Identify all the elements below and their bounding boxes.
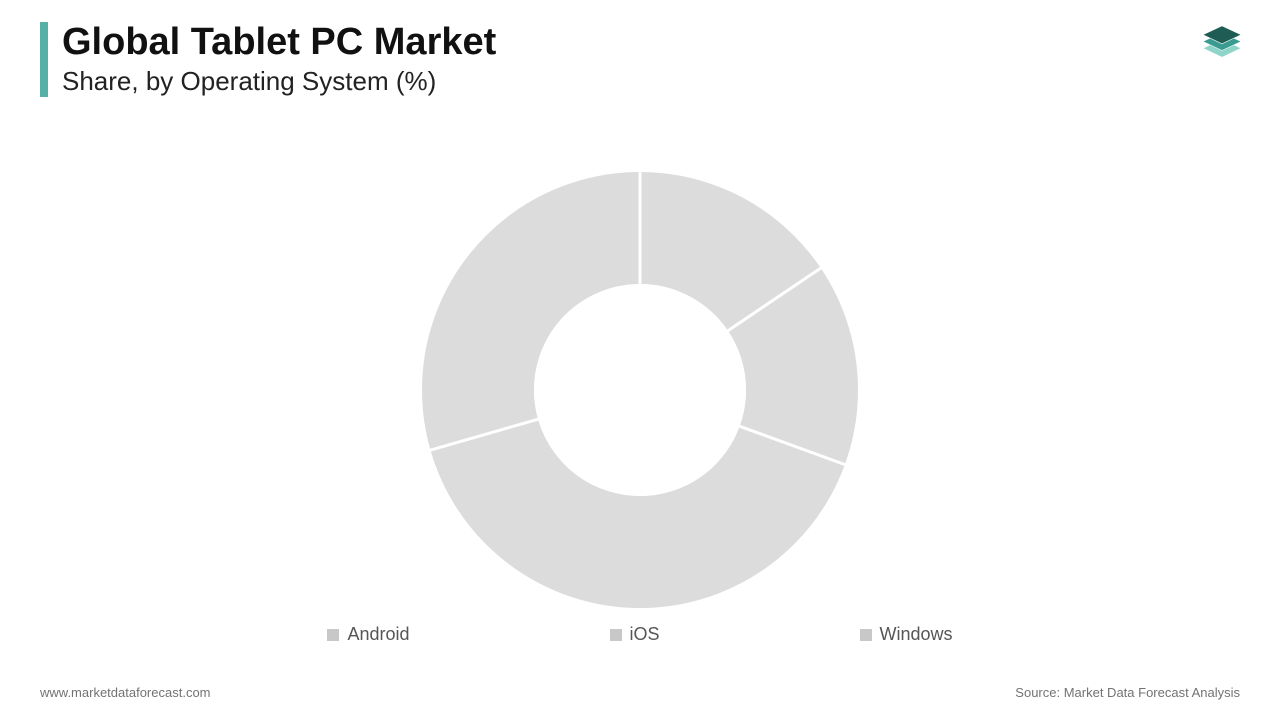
footer-url: www.marketdataforecast.com: [40, 685, 211, 700]
header-accent-bar: [40, 22, 48, 97]
page-title: Global Tablet PC Market: [62, 22, 496, 64]
footer: www.marketdataforecast.com Source: Marke…: [0, 685, 1280, 700]
layers-icon: [1194, 18, 1250, 74]
header: Global Tablet PC Market Share, by Operat…: [40, 22, 496, 97]
page-root: Global Tablet PC Market Share, by Operat…: [0, 0, 1280, 720]
legend-item-ios: iOS: [610, 624, 660, 645]
legend-swatch: [610, 629, 622, 641]
legend-swatch: [860, 629, 872, 641]
legend-swatch: [327, 629, 339, 641]
donut-svg: [400, 150, 880, 630]
brand-logo: [1194, 18, 1250, 74]
legend-item-android: Android: [327, 624, 409, 645]
legend-label: Windows: [880, 624, 953, 645]
header-titles: Global Tablet PC Market Share, by Operat…: [62, 22, 496, 97]
legend-label: Android: [347, 624, 409, 645]
donut-chart: [0, 150, 1280, 630]
page-subtitle: Share, by Operating System (%): [62, 66, 496, 97]
legend-label: iOS: [630, 624, 660, 645]
legend-item-windows: Windows: [860, 624, 953, 645]
footer-source: Source: Market Data Forecast Analysis: [1015, 685, 1240, 700]
legend: Android iOS Windows: [0, 624, 1280, 645]
